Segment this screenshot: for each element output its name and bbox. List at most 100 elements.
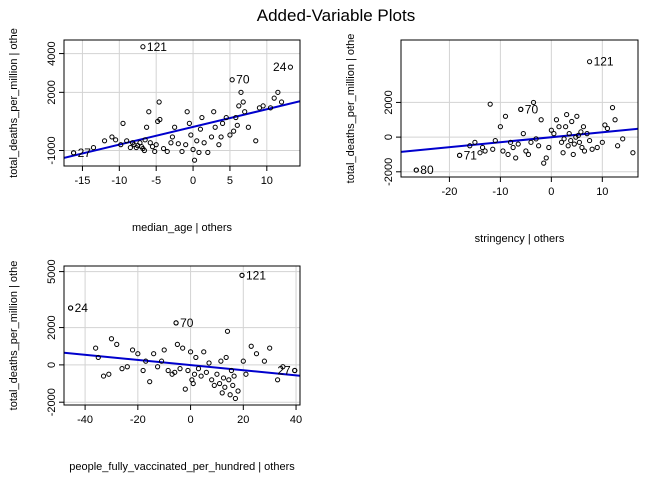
data-point xyxy=(196,149,202,156)
data-point xyxy=(155,364,161,370)
data-point xyxy=(228,367,235,374)
point-label: 27 xyxy=(78,146,92,160)
data-point xyxy=(169,134,176,140)
x-axis-label: median_age | others xyxy=(132,222,233,234)
data-point xyxy=(141,147,147,154)
data-point xyxy=(147,140,153,146)
data-point xyxy=(569,118,575,125)
data-point xyxy=(151,351,157,357)
data-point xyxy=(578,129,584,135)
data-point xyxy=(472,139,478,145)
data-point xyxy=(211,382,217,389)
point-label: 121 xyxy=(246,268,266,282)
data-point xyxy=(525,151,532,158)
data-point xyxy=(584,131,590,137)
data-point xyxy=(231,373,237,379)
data-point xyxy=(482,148,488,154)
x-axis-label: stringency | others xyxy=(475,233,565,245)
data-point xyxy=(143,358,149,364)
data-point xyxy=(242,109,248,115)
data-point xyxy=(165,367,171,374)
labeled-data-point xyxy=(67,305,74,311)
data-point xyxy=(168,140,174,146)
data-point xyxy=(95,354,101,361)
y-axis-label: total_deaths_per_million | othe xyxy=(8,261,20,411)
point-label: 70 xyxy=(180,316,194,330)
data-point xyxy=(238,89,244,95)
plot-frame xyxy=(63,39,301,167)
y-tick-label: -2000 xyxy=(383,158,395,186)
data-point xyxy=(164,148,170,155)
y-tick-label: -2000 xyxy=(46,388,58,416)
x-axis-label: people_fully_vaccinated_per_hundred | ot… xyxy=(69,461,295,473)
data-point xyxy=(146,109,152,115)
data-point xyxy=(551,131,557,137)
data-point xyxy=(253,351,260,357)
labeled-data-point xyxy=(239,272,245,278)
data-point xyxy=(612,117,618,123)
data-point xyxy=(558,139,565,145)
data-point xyxy=(594,144,600,151)
data-point xyxy=(492,137,498,144)
data-point xyxy=(538,117,544,123)
data-point xyxy=(563,124,569,130)
data-point xyxy=(243,371,249,377)
data-point xyxy=(235,388,241,394)
y-axis-label: total_deaths_per_million | othe xyxy=(8,28,20,178)
data-point xyxy=(140,367,146,374)
data-point xyxy=(157,116,163,123)
data-point xyxy=(231,128,237,134)
data-point xyxy=(620,136,626,142)
data-point xyxy=(267,345,273,351)
data-point xyxy=(100,373,107,379)
data-point xyxy=(560,150,566,156)
x-tick-label: -5 xyxy=(151,175,161,187)
data-point xyxy=(144,124,150,130)
data-point xyxy=(604,125,611,132)
x-tick-label: 10 xyxy=(596,186,608,198)
point-label: 27 xyxy=(277,363,291,377)
point-label: 71 xyxy=(464,148,478,162)
data-point xyxy=(566,131,572,137)
data-point xyxy=(528,139,534,145)
x-tick-label: -10 xyxy=(492,186,508,198)
point-label: 24 xyxy=(273,60,287,74)
data-point xyxy=(182,386,188,392)
data-point xyxy=(260,103,266,109)
data-point xyxy=(576,139,582,145)
point-label: 80 xyxy=(420,163,434,177)
data-point xyxy=(201,140,207,146)
data-point xyxy=(615,143,621,149)
data-point xyxy=(153,142,159,148)
data-point xyxy=(186,120,192,126)
data-point xyxy=(195,366,202,372)
regression-line xyxy=(64,351,300,377)
data-point xyxy=(236,103,242,109)
x-tick-label: -20 xyxy=(441,186,457,198)
data-point xyxy=(114,341,120,347)
x-tick-label: -10 xyxy=(111,175,127,187)
labeled-data-point xyxy=(70,150,77,156)
labeled-data-point xyxy=(413,167,419,173)
data-point xyxy=(183,142,189,148)
data-point xyxy=(124,364,130,370)
data-point xyxy=(142,137,148,143)
data-point xyxy=(190,146,196,153)
data-point xyxy=(208,134,215,140)
data-point xyxy=(500,148,506,154)
data-point xyxy=(275,89,281,95)
data-point xyxy=(536,143,542,149)
data-point xyxy=(523,148,529,154)
panel-3: 121 24 70 27 -40 -20 0 20 40 -2000 0 2000 5000 people… xyxy=(8,259,302,473)
data-point xyxy=(479,144,486,151)
plot-frame xyxy=(63,265,301,406)
labeled-data-point xyxy=(229,77,235,83)
labeled-data-point xyxy=(457,152,463,158)
point-label: 24 xyxy=(75,301,89,315)
data-point xyxy=(561,136,567,142)
data-point xyxy=(467,143,473,149)
data-point xyxy=(188,132,194,138)
y-tick-label: 5000 xyxy=(46,259,58,283)
x-tick-label: 0 xyxy=(188,414,194,426)
data-point xyxy=(520,131,526,137)
